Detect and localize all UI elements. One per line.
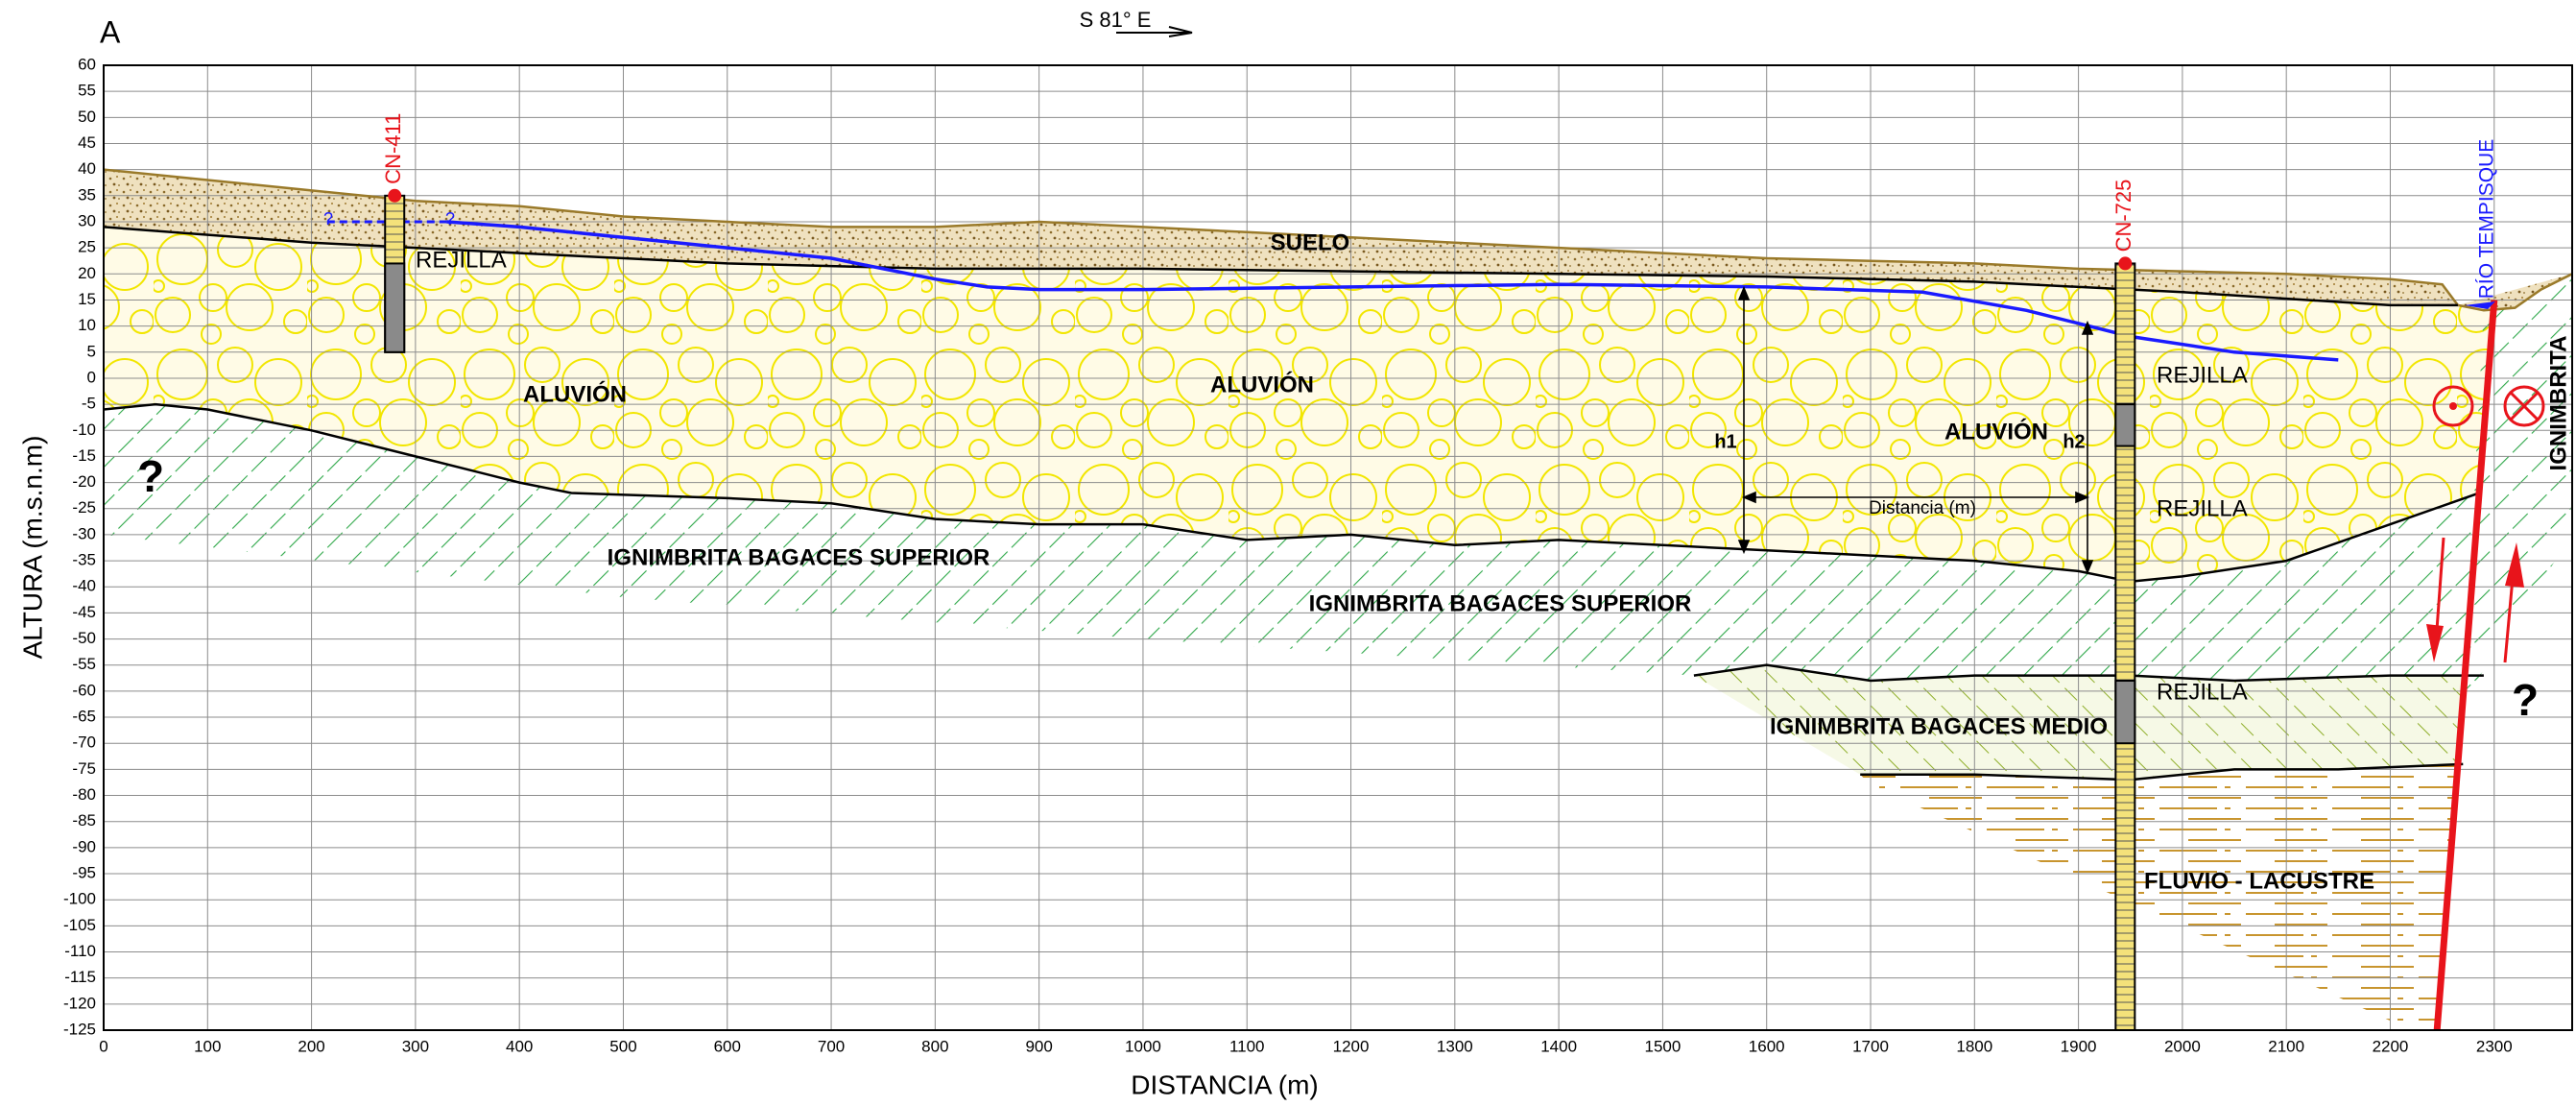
y-tick-label: -105	[63, 916, 96, 934]
y-tick-label: -15	[72, 446, 96, 465]
well-head	[2118, 256, 2132, 270]
y-tick-label: -60	[72, 681, 96, 699]
y-tick-label: -55	[72, 655, 96, 673]
y-tick-label: -10	[72, 421, 96, 439]
well-screen	[385, 263, 404, 351]
well-label: CN-725	[2111, 180, 2135, 252]
x-tick-label: 1700	[1852, 1037, 1889, 1055]
y-tick-label: 20	[78, 264, 96, 282]
x-tick-label: 100	[194, 1037, 221, 1055]
x-tick-label: 1600	[1749, 1037, 1785, 1055]
screen-label: REJILLA	[416, 247, 507, 273]
y-tick-label: -95	[72, 864, 96, 882]
x-tick-label: 1800	[1956, 1037, 1992, 1055]
x-tick-label: 1200	[1333, 1037, 1370, 1055]
y-tick-label: -5	[82, 395, 96, 413]
well	[2115, 263, 2135, 1030]
y-tick-label: -25	[72, 498, 96, 517]
y-tick-label: -80	[72, 785, 96, 804]
screen-label: REJILLA	[2157, 362, 2248, 388]
y-tick-label: 60	[78, 55, 96, 73]
y-tick-label: -75	[72, 759, 96, 778]
y-tick-label: 35	[78, 185, 96, 204]
x-tick-label: 800	[921, 1037, 948, 1055]
well-head	[388, 189, 401, 203]
y-tick-label: 15	[78, 290, 96, 308]
distance-label: Distancia (m)	[1869, 498, 1976, 518]
screen-label: REJILLA	[2157, 495, 2248, 521]
unit-label: ALUVIÓN	[1944, 418, 2048, 445]
x-tick-label: 1400	[1540, 1037, 1577, 1055]
unit-label: FLUVIO - LACUSTRE	[2144, 868, 2374, 894]
well-screen	[2115, 404, 2135, 445]
direction: S 81° E	[1080, 8, 1152, 32]
cross-section: 0100200300400500600700800900100011001200…	[0, 0, 2576, 1106]
y-tick-label: -35	[72, 551, 96, 569]
x-tick-label: 1900	[2061, 1037, 2097, 1055]
y-tick-label: -100	[63, 890, 96, 908]
unit-label: SUELO	[1271, 229, 1350, 255]
y-tick-label: 50	[78, 108, 96, 126]
x-tick-label: 300	[402, 1037, 429, 1055]
y-tick-label: -30	[72, 524, 96, 542]
y-tick-label: -90	[72, 837, 96, 855]
unit-label: IGNIMBRITA BAGACES SUPERIOR	[608, 544, 990, 570]
panel-label: A	[100, 14, 121, 49]
fault-symbol-dot	[2449, 402, 2457, 410]
x-tick-label: 2300	[2476, 1037, 2513, 1055]
fluvio-lacustre	[1860, 764, 2494, 1049]
y-tick-label: -120	[63, 994, 96, 1012]
river-label: RÍO TEMPISQUE	[2476, 139, 2498, 299]
x-tick-label: 900	[1025, 1037, 1052, 1055]
unit-label: ALUVIÓN	[1210, 371, 1314, 397]
unknown-mark: ?	[323, 209, 333, 228]
y-tick-label: 30	[78, 211, 96, 229]
y-tick-label: -45	[72, 603, 96, 621]
x-tick-label: 2200	[2373, 1037, 2409, 1055]
x-tick-label: 500	[609, 1037, 636, 1055]
x-tick-label: 600	[714, 1037, 741, 1055]
y-tick-label: -125	[63, 1020, 96, 1038]
h2-label: h2	[2063, 431, 2085, 452]
x-tick-label: 1300	[1437, 1037, 1473, 1055]
h1-label: h1	[1714, 431, 1736, 452]
unknown-mark: ?	[2512, 675, 2539, 725]
x-tick-label: 2000	[2164, 1037, 2201, 1055]
unknown-mark: ?	[445, 209, 455, 228]
x-tick-label: 2100	[2268, 1037, 2304, 1055]
x-tick-label: 1000	[1125, 1037, 1161, 1055]
y-tick-label: -50	[72, 629, 96, 647]
y-tick-label: 10	[78, 316, 96, 334]
y-tick-label: 40	[78, 159, 96, 178]
y-tick-label: -40	[72, 577, 96, 595]
y-tick-label: 45	[78, 133, 96, 152]
x-tick-label: 400	[506, 1037, 533, 1055]
unit-label: ALUVIÓN	[523, 380, 627, 407]
unit-label: IGNIMBRITA	[2545, 336, 2571, 471]
well-screen	[2115, 681, 2135, 743]
y-axis-title: ALTURA (m.s.n.m)	[17, 436, 47, 660]
x-tick-label: 0	[99, 1037, 107, 1055]
y-tick-label: 5	[87, 342, 96, 360]
y-tick-label: 0	[87, 368, 96, 386]
x-tick-label: 1500	[1645, 1037, 1682, 1055]
y-tick-label: -65	[72, 708, 96, 726]
x-tick-label: 1100	[1229, 1037, 1265, 1055]
x-axis-title: DISTANCIA (m)	[1131, 1070, 1318, 1099]
well-label: CN-411	[381, 113, 405, 184]
unknown-mark: ?	[137, 451, 164, 501]
unit-label: IGNIMBRITA BAGACES SUPERIOR	[1309, 590, 1692, 616]
y-tick-label: 25	[78, 238, 96, 256]
y-tick-label: -110	[64, 942, 96, 960]
unit-label: IGNIMBRITA BAGACES MEDIO	[1770, 713, 2108, 739]
y-tick-label: -85	[72, 811, 96, 830]
y-tick-label: 55	[78, 82, 96, 100]
screen-label: REJILLA	[2157, 679, 2248, 705]
y-tick-label: -115	[64, 968, 96, 986]
y-tick-label: -20	[72, 472, 96, 491]
x-tick-label: 700	[818, 1037, 845, 1055]
y-tick-label: -70	[72, 733, 96, 752]
x-tick-label: 200	[298, 1037, 324, 1055]
